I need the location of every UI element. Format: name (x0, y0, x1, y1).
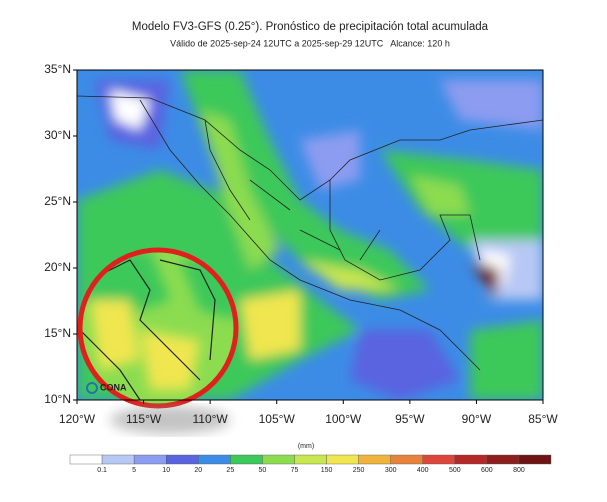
colorbar-label: 20 (194, 467, 202, 474)
lon-label: 110°W (193, 412, 229, 426)
lon-label: 90°W (462, 412, 492, 426)
colorbar-swatch (69, 454, 103, 465)
colorbar-unit: (mm) (298, 443, 314, 450)
colorbar-label: 0.1 (97, 467, 107, 474)
colorbar-swatch (230, 454, 263, 465)
colorbar-label: 800 (513, 467, 525, 474)
colorbar-swatch (486, 454, 520, 465)
lon-label: 95°W (395, 412, 425, 426)
colorbar-swatch (133, 454, 167, 465)
lon-label: 100°W (325, 412, 362, 426)
colorbar-swatch (422, 454, 456, 465)
colorbar-label: 25 (226, 467, 234, 474)
colorbar-swatch (454, 454, 488, 465)
lat-label: 35°N (44, 62, 71, 76)
colorbar-swatch (101, 454, 135, 465)
lat-label: 10°N (44, 392, 71, 406)
title: Modelo FV3-GFS (0.25°). Pronóstico de pr… (132, 21, 489, 33)
logo: CONA (86, 382, 127, 394)
axes: 35°N 30°N 25°N 20°N 15°N 10°N 120°W 115°W 110°W 1… (44, 62, 558, 426)
shadow (110, 406, 230, 434)
zoom-inset (77, 247, 239, 409)
colorbar-label: 250 (353, 467, 365, 474)
colorbar-label: 600 (481, 467, 493, 474)
colorbar-label: 500 (449, 467, 461, 474)
lat-label: 30°N (44, 128, 71, 142)
colorbar-label: 5 (132, 467, 136, 474)
colorbar-swatch (390, 454, 423, 465)
lon-label: 85°W (528, 412, 558, 426)
colorbar-label: 300 (385, 467, 397, 474)
lon-label: 120°W (59, 412, 96, 426)
lat-label: 20°N (44, 260, 71, 274)
colorbar-label: 400 (417, 467, 429, 474)
colorbar-swatch (326, 454, 359, 465)
logo-text: CONA (100, 382, 127, 392)
lon-label: 105°W (259, 412, 296, 426)
colorbar-swatch (262, 454, 295, 465)
colorbar-swatch (165, 454, 199, 465)
map-frame (76, 69, 544, 401)
colorbar-label: 150 (321, 467, 333, 474)
colorbar-label: 75 (291, 467, 299, 474)
colorbar-label: 10 (162, 467, 170, 474)
colorbar-swatch (294, 454, 327, 465)
subtitle: Válido de 2025-sep-24 12UTC a 2025-sep-2… (170, 38, 450, 48)
colorbar-swatch (358, 454, 391, 465)
colorbar-swatch (518, 454, 552, 465)
lat-label: 25°N (44, 194, 71, 208)
colorbar-label: 50 (259, 467, 267, 474)
colorbar-swatch (198, 454, 231, 465)
lat-label: 15°N (44, 326, 71, 340)
colorbar: 0.1 5 10 20 25 50 75 150 250 300 400 500 600 800 (69, 454, 552, 474)
lon-label: 115°W (126, 412, 162, 426)
